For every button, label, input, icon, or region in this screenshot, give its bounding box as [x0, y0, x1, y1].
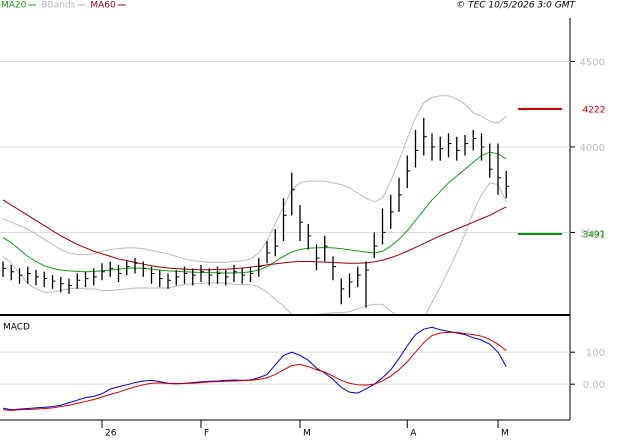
legend-label: MA60: [90, 1, 116, 11]
x-tick-label: 26: [105, 429, 117, 439]
legend-label: BBands: [41, 1, 75, 11]
y-tick-label: 3500: [580, 228, 605, 239]
x-tick-label: F: [204, 429, 209, 439]
source: © TEC 10/5/2026 3:0 GMT: [456, 1, 576, 11]
x-tick-label: A: [410, 429, 417, 439]
level-label: 3491: [583, 230, 606, 240]
series-line: [2, 326, 507, 411]
macd-panel: [2, 326, 507, 411]
y-tick-label: 4500: [580, 58, 605, 69]
level-label: 4222: [583, 106, 606, 116]
y-tick-label: 0.00: [583, 380, 605, 391]
y-tick-label: 100: [586, 348, 605, 359]
series-line: [2, 182, 507, 314]
series-line: [2, 151, 507, 274]
series-line: [2, 331, 507, 411]
series-line: [2, 199, 507, 271]
macd-title: MACD: [3, 323, 30, 333]
series-line: [2, 95, 507, 263]
y-tick-label: 4000: [580, 143, 605, 154]
x-tick-label: M: [303, 429, 311, 439]
legend-label: MA20: [1, 1, 27, 11]
price-panel: [2, 95, 507, 314]
x-tick-label: M: [501, 429, 509, 439]
